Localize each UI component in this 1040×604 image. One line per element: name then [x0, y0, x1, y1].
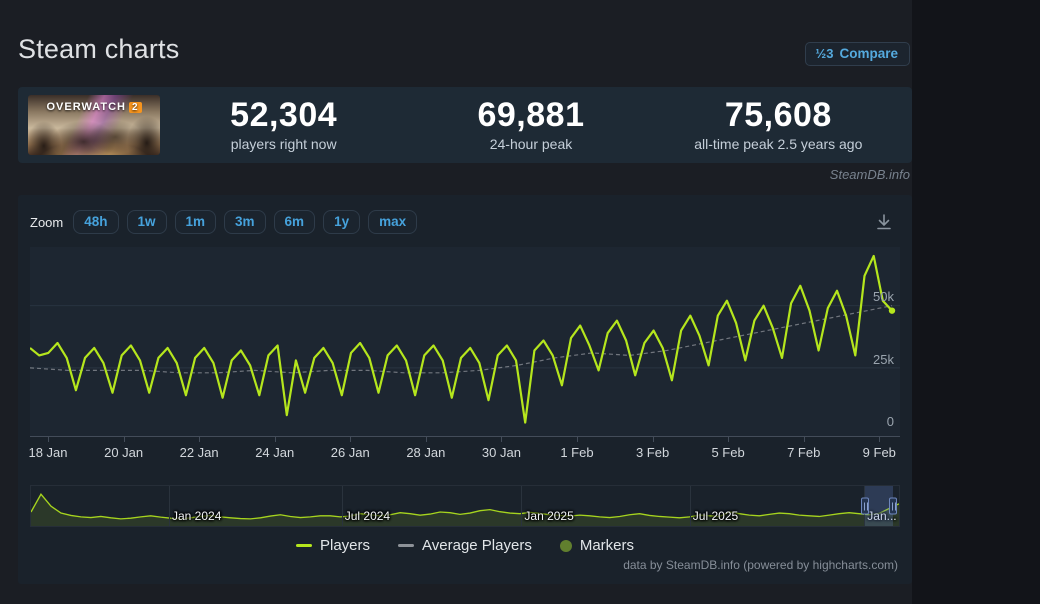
game-capsule-image[interactable]: OVERWATCH 2: [28, 95, 160, 155]
stat-value: 52,304: [230, 95, 338, 134]
legend-swatch: [398, 544, 415, 547]
navigator[interactable]: Jan 2024 Jul 2024 Jan 2025 Jul 2025 Jan...: [30, 485, 900, 527]
x-axis-label: 30 Jan: [481, 445, 521, 460]
x-axis-label: 20 Jan: [104, 445, 144, 460]
legend-item-average-players[interactable]: Average Players: [398, 537, 532, 554]
navigator-gridline: [341, 486, 343, 526]
zoom-range-max[interactable]: max: [368, 210, 418, 234]
stat-24h-peak: 69,881 24-hour peak: [407, 95, 654, 153]
x-axis-tick: [803, 437, 805, 442]
x-axis-label: 1 Feb: [560, 445, 594, 460]
zoom-range-6m[interactable]: 6m: [273, 210, 316, 234]
main-chart[interactable]: 50k 25k 0: [30, 247, 900, 437]
x-axis-label: 7 Feb: [787, 445, 821, 460]
zoom-range-1w[interactable]: 1w: [126, 210, 167, 234]
navigator-label: Jan 2024: [172, 509, 222, 523]
x-axis: 18 Jan 20 Jan 22 Jan 24 Jan 26 Jan 28 Jan 30 J…: [28, 437, 900, 467]
x-axis-tick: [48, 437, 49, 442]
legend-swatch: [296, 544, 312, 547]
current-value-marker: [888, 307, 896, 314]
zoom-range-1y[interactable]: 1y: [323, 210, 361, 234]
download-icon[interactable]: [874, 212, 894, 232]
x-axis-tick: [123, 437, 125, 442]
stat-label: players right now: [230, 136, 337, 153]
navigator-handle-left[interactable]: [861, 497, 870, 515]
x-axis-label: 22 Jan: [179, 445, 219, 460]
navigator-label: Jul 2024: [344, 509, 391, 523]
navigator-selection[interactable]: [861, 486, 897, 526]
chart-panel: Zoom 48h 1w 1m 3m 6m 1y max 50k 25k 0 18 Jan 20 J: [18, 195, 912, 584]
x-axis-tick: [350, 437, 352, 442]
zoom-range-48h[interactable]: 48h: [73, 210, 119, 234]
x-axis-tick: [425, 437, 427, 442]
page-title: Steam charts: [18, 34, 180, 64]
steamdb-watermark: SteamDB.info: [829, 167, 910, 182]
navigator-handle-right[interactable]: [888, 497, 897, 515]
stat-current-players: 52,304 players right now: [160, 95, 407, 153]
x-axis-label: 24 Jan: [255, 445, 295, 460]
stat-alltime-peak: 75,608 all-time peak 2.5 years ago: [655, 95, 902, 153]
x-axis-tick: [199, 437, 201, 442]
navigator-label: Jan 2025: [524, 509, 574, 523]
legend-item-markers[interactable]: Markers: [559, 537, 634, 554]
x-axis-label: 9 Feb: [862, 445, 896, 460]
zoom-range-3m[interactable]: 3m: [224, 210, 266, 234]
sort-numeric-icon: ½3: [815, 46, 834, 61]
navigator-label: Jul 2025: [692, 509, 739, 523]
legend-label: Markers: [579, 537, 634, 554]
compare-button[interactable]: ½3 Compare: [805, 42, 910, 66]
y-axis-label: 0: [886, 414, 894, 429]
compare-label: Compare: [839, 46, 898, 61]
x-axis-tick: [728, 437, 730, 442]
navigator-gridline: [169, 486, 170, 526]
legend-label: Average Players: [422, 537, 532, 554]
players-series: [30, 254, 893, 424]
x-axis-tick: [879, 437, 881, 442]
navigator-gridline: [689, 486, 691, 526]
chart-legend: Players Average Players Markers: [30, 537, 900, 554]
x-axis-tick: [274, 437, 276, 442]
zoom-label: Zoom: [30, 214, 64, 230]
stat-value: 75,608: [724, 95, 832, 134]
x-axis-tick: [501, 437, 503, 442]
x-axis-tick: [576, 437, 578, 442]
zoom-range-1m[interactable]: 1m: [174, 210, 217, 234]
chart-toolbar: Zoom 48h 1w 1m 3m 6m 1y max: [30, 207, 900, 237]
x-axis-label: 18 Jan: [28, 445, 68, 460]
x-axis-label: 28 Jan: [406, 445, 446, 460]
stat-label: all-time peak 2.5 years ago: [694, 136, 863, 153]
average-players-series: [30, 305, 893, 374]
page: Steam charts ½3 Compare OVERWATCH 2 52,30…: [0, 0, 912, 604]
navigator-area: [31, 494, 899, 526]
navigator-gridline: [521, 486, 523, 526]
game-logo-badge: 2: [128, 102, 142, 113]
x-axis-label: 26 Jan: [330, 445, 370, 460]
x-axis-label: 5 Feb: [711, 445, 745, 460]
x-axis-label: 3 Feb: [635, 445, 670, 460]
game-logo: OVERWATCH 2: [28, 101, 160, 113]
y-axis-label: 50k: [873, 289, 894, 304]
stats-panel: OVERWATCH 2 52,304 players right now 69,8…: [18, 87, 912, 163]
legend-swatch: [559, 539, 572, 552]
stat-label: 24-hour peak: [489, 136, 573, 153]
legend-label: Players: [320, 537, 371, 554]
y-axis-label: 25k: [873, 351, 894, 367]
zoom-range-buttons: 48h 1w 1m 3m 6m 1y max: [73, 210, 418, 234]
stat-value: 69,881: [477, 95, 585, 134]
x-axis-tick: [652, 437, 654, 442]
legend-item-players[interactable]: Players: [296, 537, 370, 554]
chart-credit: data by SteamDB.info (powered by highcha…: [623, 558, 898, 572]
navigator-series: [31, 492, 899, 520]
